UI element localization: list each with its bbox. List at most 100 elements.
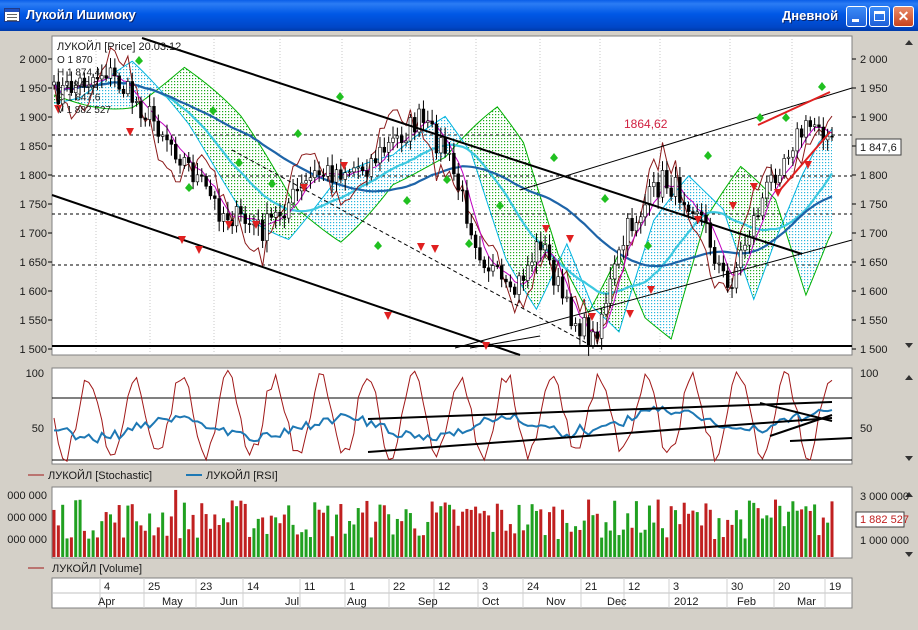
volume-bar <box>308 537 312 557</box>
candle-body <box>573 323 578 327</box>
price-scroll-arrows[interactable] <box>905 40 913 557</box>
trend-line <box>141 37 803 255</box>
cloud-segment <box>388 155 394 191</box>
price-pane[interactable]: ЛУКОЙЛ [Price] 20.03.12 O 1 870 H 1 874,4… <box>19 35 902 356</box>
scroll-down-icon[interactable] <box>905 343 913 348</box>
green-diamond-up-icon <box>782 113 790 122</box>
cloud-segment <box>249 128 254 223</box>
candle-body <box>195 174 200 183</box>
cloud-segment <box>479 117 485 194</box>
green-diamond-up-icon <box>818 82 826 91</box>
candle-body <box>769 174 773 183</box>
oscillator-legend: ЛУКОЙЛ [Stochastic] ЛУКОЙЛ [RSI] <box>28 469 278 482</box>
cloud-segment <box>75 97 81 104</box>
volume-bar <box>317 509 321 557</box>
candle-body <box>630 218 634 232</box>
candle-body <box>395 135 400 139</box>
volume-bar <box>604 522 608 557</box>
vol-scroll-up-icon[interactable] <box>905 492 913 497</box>
month-label: Oct <box>482 596 499 608</box>
cloud-segment <box>492 106 498 234</box>
candle-body <box>434 123 439 154</box>
volume-bar <box>243 503 247 557</box>
triangle-apex-2 <box>769 414 833 437</box>
candle-body <box>773 174 778 183</box>
candle-body <box>156 120 161 137</box>
day-label: 21 <box>585 581 597 593</box>
volume-bar <box>313 502 317 557</box>
volume-bar <box>708 509 712 557</box>
candle-body <box>139 101 143 119</box>
volume-bar <box>430 501 434 557</box>
volume-bar <box>791 501 795 557</box>
candle-body <box>78 77 82 86</box>
candle-body <box>565 296 569 299</box>
volume-bar <box>456 525 460 557</box>
price-tick-label: 1 750 <box>19 199 47 211</box>
volume-bar <box>95 537 99 557</box>
cloud-segment <box>180 67 185 119</box>
scroll-up-icon[interactable] <box>905 40 913 45</box>
osc-scroll-down-icon[interactable] <box>905 456 913 461</box>
day-label: 3 <box>673 581 679 593</box>
volume-bar <box>739 519 743 557</box>
volume-bar <box>239 500 243 557</box>
oscillator-pane[interactable]: 100 50 100 50 <box>26 367 879 465</box>
volume-bar <box>295 534 299 557</box>
volume-bar <box>539 509 543 557</box>
vol-scroll-down-icon[interactable] <box>905 552 913 557</box>
candle-body <box>69 80 74 93</box>
volume-bar <box>348 520 352 557</box>
volume-bar <box>130 504 134 557</box>
oscillator-axis-right: 100 50 <box>860 368 878 435</box>
candle-body <box>95 77 100 80</box>
time-axis[interactable]: 4 25 23 14 11 1 22 12 3 24 21 12 3 30 20 19 Apr May Jun Ju… <box>51 577 853 609</box>
candle-body <box>491 265 495 272</box>
candle-body <box>278 211 282 217</box>
cloud-segment <box>523 142 528 296</box>
minimize-button[interactable] <box>846 6 867 27</box>
volume-bar <box>747 500 751 557</box>
volume-bar <box>213 514 217 557</box>
candle-body <box>213 195 217 199</box>
candle-body <box>508 281 513 288</box>
volume-bar <box>778 505 782 557</box>
volume-pane[interactable]: 000 000 000 000 000 000 3 000 000 1 000 000… <box>7 486 909 559</box>
candle-body <box>521 275 526 281</box>
candle-body <box>621 245 626 251</box>
cloud-segment <box>814 142 819 274</box>
candle-body <box>247 223 252 225</box>
green-diamond-up-icon <box>644 241 652 250</box>
volume-bar <box>804 506 808 557</box>
title-bar[interactable]: Лукойл Ишимоку Дневной ✕ <box>0 0 918 31</box>
cloud-segment <box>801 167 806 296</box>
cloud-segment <box>579 275 585 305</box>
cloud-segment <box>401 143 407 181</box>
timeframe-label: Дневной <box>782 8 839 23</box>
cloud-segment <box>271 163 276 234</box>
volume-bar <box>469 509 473 557</box>
candle-body <box>639 216 643 224</box>
candle-body <box>495 265 500 267</box>
volume-bar <box>235 506 239 557</box>
candle-body <box>117 75 121 90</box>
maximize-button[interactable] <box>869 6 890 27</box>
candle-body <box>539 241 543 251</box>
price-tick-label-right: 1 650 <box>860 257 888 269</box>
volume-bar <box>265 533 269 557</box>
candle-body <box>386 142 391 153</box>
osc-scroll-up-icon[interactable] <box>905 375 913 380</box>
cloud-segment <box>97 81 102 109</box>
volume-bar <box>113 522 117 557</box>
candle-body <box>678 177 682 203</box>
candle-body <box>404 140 408 143</box>
close-button[interactable]: ✕ <box>893 6 914 27</box>
volume-bar <box>630 527 634 557</box>
candle-body <box>391 137 395 143</box>
candle-body <box>643 204 647 218</box>
candle-body <box>182 157 187 166</box>
volume-bar <box>821 517 825 557</box>
candle-body <box>208 185 213 197</box>
green-diamond-up-icon <box>294 129 302 138</box>
month-label: Feb <box>737 596 756 608</box>
